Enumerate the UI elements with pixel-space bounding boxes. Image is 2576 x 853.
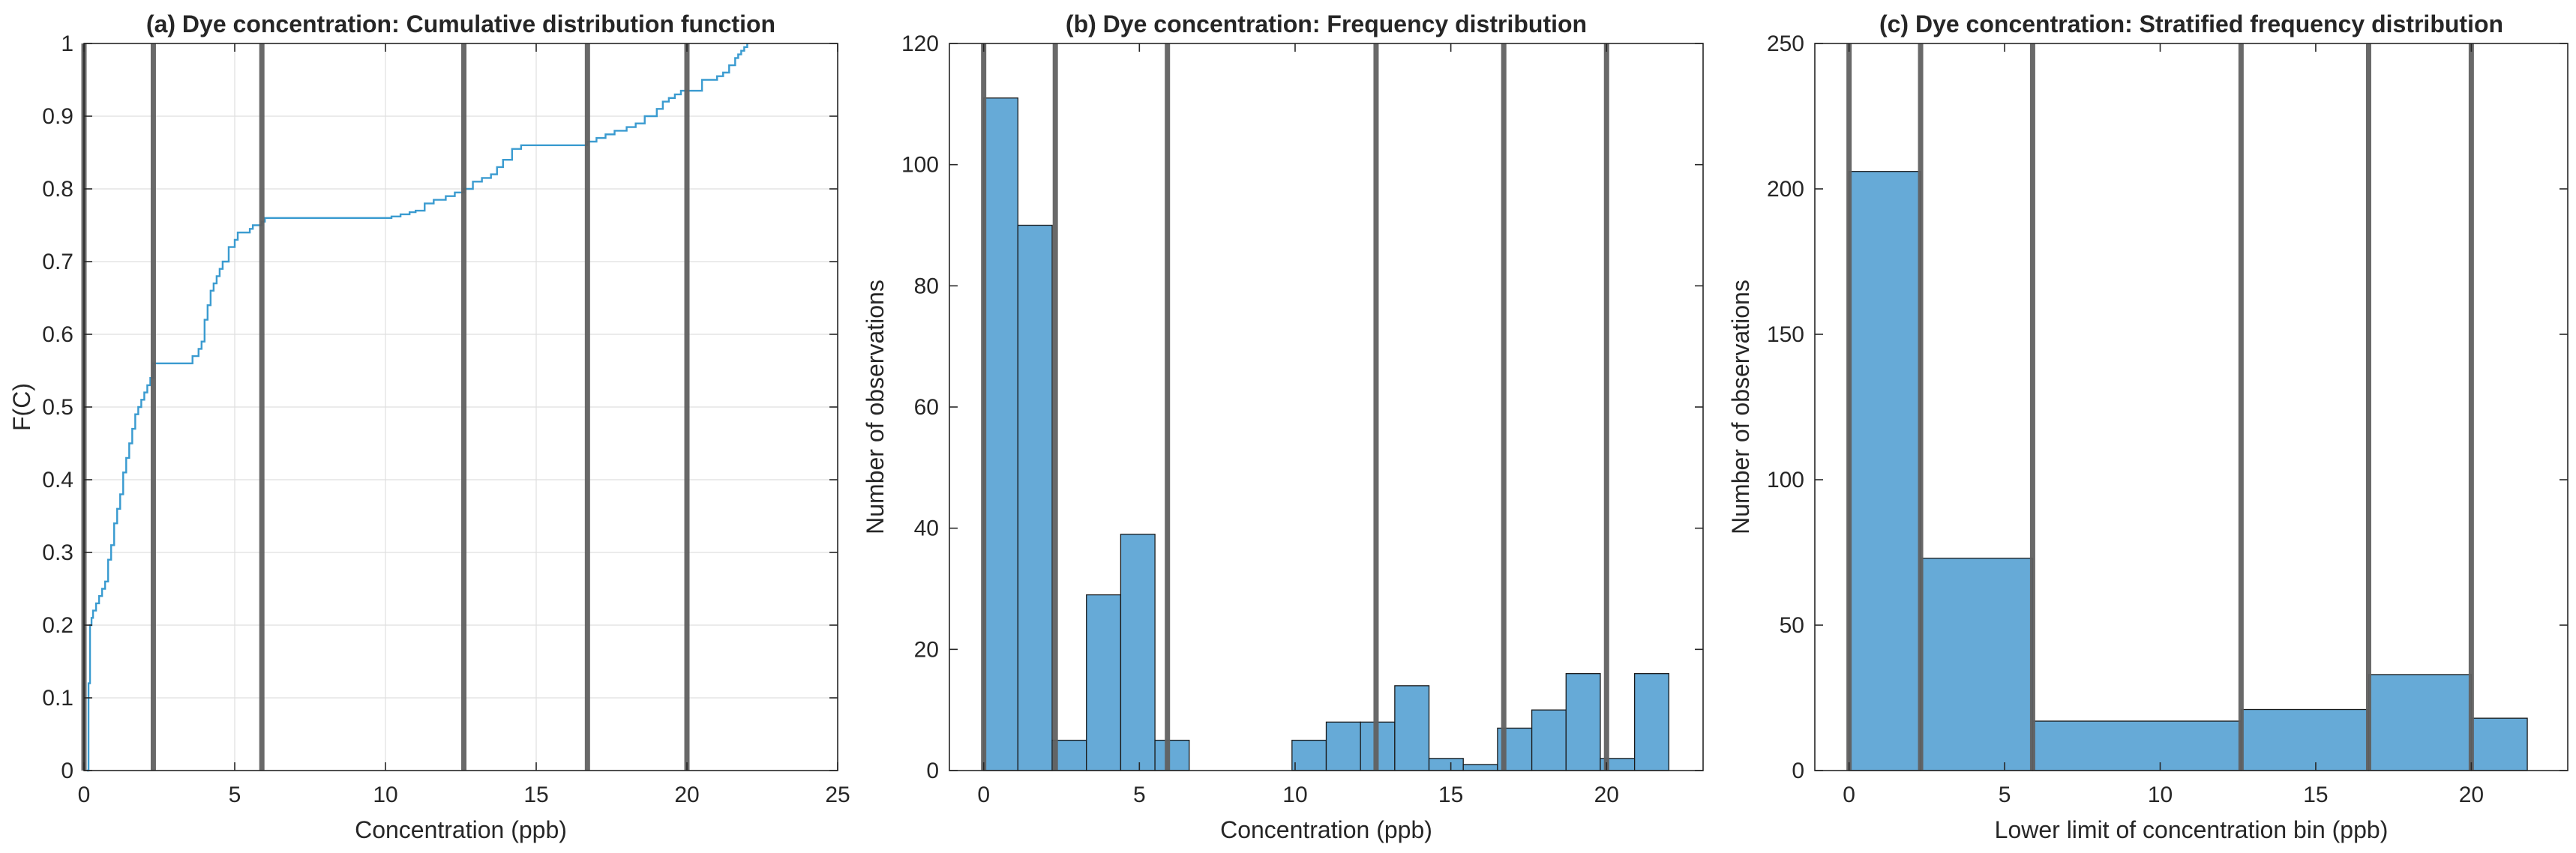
x-axis-label: Concentration (ppb) xyxy=(355,816,567,843)
x-axis-label: Lower limit of concentration bin (ppb) xyxy=(1995,816,2389,843)
x-tick-label: 20 xyxy=(1594,783,1619,807)
y-tick-label: 0.6 xyxy=(42,322,73,347)
histogram-bar xyxy=(1428,758,1464,771)
histogram-bar xyxy=(2368,674,2473,771)
histogram-bar xyxy=(2470,717,2528,771)
y-tick-label: 40 xyxy=(914,516,939,541)
histogram-bar xyxy=(1920,558,2034,771)
y-tick-label: 0.7 xyxy=(42,250,73,274)
y-tick-label: 0.8 xyxy=(42,177,73,202)
panel-a-cdf: 0 5 10 15 20 25 0 0.1 0.2 0.3 0.4 0.5 0.6 0.7 0.8 0.9 1 (… xyxy=(8,10,850,843)
x-tick-label: 15 xyxy=(2303,783,2328,807)
chart-title: (a) Dye concentration: Cumulative distri… xyxy=(146,10,775,37)
x-tick-label: 10 xyxy=(2148,783,2173,807)
y-axis-label: F(C) xyxy=(8,383,35,431)
histogram-bar xyxy=(1531,709,1567,771)
panel-b-frequency: 0 5 10 15 20 0 20 40 60 80 100 120 (b) Dye concentra… xyxy=(862,10,1704,843)
y-tick-label: 50 xyxy=(1780,613,1804,638)
y-tick-label: 80 xyxy=(914,274,939,298)
y-tick-label: 0.9 xyxy=(42,104,73,129)
y-tick-label: 250 xyxy=(1767,31,1804,56)
y-tick-label: 60 xyxy=(914,395,939,420)
axes-box xyxy=(1814,43,2569,771)
y-tick-label: 100 xyxy=(901,153,939,178)
x-tick-label: 10 xyxy=(373,783,397,807)
y-tick-label: 1 xyxy=(61,31,73,56)
x-tick-label: 15 xyxy=(523,783,548,807)
y-tick-label: 100 xyxy=(1767,468,1804,492)
y-tick-label: 0.5 xyxy=(42,395,73,420)
y-tick-label: 0.3 xyxy=(42,540,73,565)
y-tick-label: 0.2 xyxy=(42,613,73,638)
histogram-bar xyxy=(1633,673,1669,771)
cdf-line xyxy=(87,43,748,772)
chart-title: (b) Dye concentration: Frequency distrib… xyxy=(1066,10,1587,37)
histogram-bar xyxy=(1086,594,1122,771)
histogram-bar xyxy=(2032,720,2242,771)
y-tick-label: 200 xyxy=(1767,177,1804,202)
y-tick-label: 0 xyxy=(926,759,939,783)
x-tick-label: 5 xyxy=(1999,783,2011,807)
x-tick-label: 0 xyxy=(977,783,990,807)
y-tick-label: 0.4 xyxy=(42,468,73,492)
histogram-bar xyxy=(1154,739,1190,771)
chart-title: (c) Dye concentration: Stratified freque… xyxy=(1879,10,2503,37)
histogram-bar xyxy=(1394,685,1430,771)
y-tick-label: 150 xyxy=(1767,322,1804,347)
axes-box xyxy=(949,43,1704,771)
histogram-bar xyxy=(1325,721,1361,771)
x-tick-label: 5 xyxy=(1133,783,1146,807)
x-tick-label: 15 xyxy=(1438,783,1463,807)
x-axis-label: Concentration (ppb) xyxy=(1220,816,1432,843)
histogram-bar xyxy=(983,97,1019,771)
histogram-bar xyxy=(1462,764,1498,771)
x-tick-label: 0 xyxy=(78,783,91,807)
x-tick-label: 25 xyxy=(825,783,850,807)
histogram-bar xyxy=(2240,708,2370,771)
histogram-bar xyxy=(1017,224,1053,771)
y-tick-label: 20 xyxy=(914,637,939,662)
y-tick-label: 0 xyxy=(1792,759,1804,783)
y-axis-label: Number of observations xyxy=(1727,280,1754,534)
histogram-bar xyxy=(1291,739,1327,771)
x-tick-label: 20 xyxy=(2459,783,2484,807)
y-tick-label: 0.1 xyxy=(42,686,73,711)
y-axis-label: Number of observations xyxy=(862,280,889,534)
y-tick-label: 0 xyxy=(61,759,73,783)
x-tick-label: 0 xyxy=(1843,783,1855,807)
x-tick-label: 10 xyxy=(1282,783,1307,807)
histogram-bar xyxy=(1120,534,1156,771)
histogram-bar xyxy=(1848,171,1921,771)
histogram-bar xyxy=(1565,673,1601,771)
y-tick-label: 120 xyxy=(901,31,939,56)
x-tick-label: 20 xyxy=(674,783,699,807)
x-tick-label: 5 xyxy=(229,783,241,807)
